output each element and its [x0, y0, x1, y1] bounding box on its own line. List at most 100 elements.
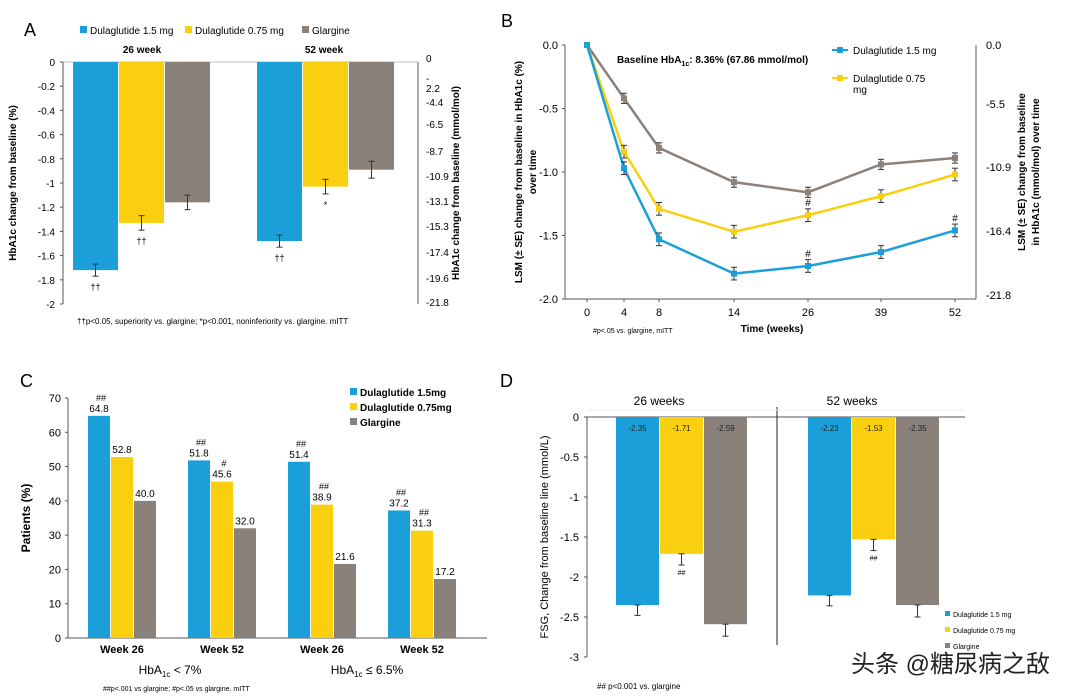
- significance-marker: ##: [396, 487, 406, 497]
- data-label: 51.4: [289, 450, 309, 461]
- legend-swatch: [350, 418, 357, 425]
- legend-label: Glargine: [953, 644, 980, 651]
- data-point: [656, 144, 662, 151]
- x-tick-label: Week 52: [400, 644, 444, 656]
- y-tick-label: -1.0: [539, 167, 558, 179]
- legend-label: mg: [853, 85, 867, 96]
- significance-marker: ##: [419, 508, 429, 518]
- y2-tick-label: -10.9: [986, 162, 1011, 174]
- legend-label: Dulaglutide 0.75: [853, 74, 926, 85]
- data-label: -2.35: [908, 424, 927, 433]
- y-tick-label: -0.8: [38, 155, 56, 166]
- group-label: 26 weeks: [634, 394, 685, 408]
- bar: [288, 461, 310, 638]
- y2-tick-label: -15.3: [426, 222, 449, 233]
- watermark-text: 头条 @糖尿病之敌: [851, 651, 1050, 678]
- legend-swatch: [302, 26, 309, 33]
- group-label: HbA1c < 7%: [139, 663, 202, 679]
- y-tick-label: 0: [55, 633, 61, 645]
- bar: [704, 417, 747, 625]
- bar: [134, 500, 156, 638]
- data-label: 45.6: [212, 470, 232, 481]
- data-point: [805, 262, 811, 269]
- y-tick-label: 0: [573, 412, 579, 424]
- bar: [188, 460, 210, 638]
- y2-tick-label: 0: [426, 54, 432, 65]
- bar: [896, 417, 939, 605]
- bar: [257, 62, 302, 242]
- panel-d-fsg-bar-chart: D 0 -0.5 -1 -1.5 -2 -2.5 -3 FSG, Change from bas…: [500, 371, 1015, 691]
- data-point: [656, 236, 662, 243]
- x-tick-label: 0: [584, 307, 590, 319]
- significance-marker: #: [805, 198, 811, 209]
- legend-swatch: [350, 388, 357, 395]
- group-label: 26 week: [123, 45, 162, 56]
- x-tick-label: 52: [949, 307, 961, 319]
- legend-label: Glargine: [360, 418, 401, 429]
- bar: [73, 62, 118, 271]
- bar: [303, 62, 348, 187]
- data-label: 51.8: [189, 448, 209, 459]
- legend-marker: [837, 75, 843, 81]
- legend-label: Glargine: [312, 26, 350, 37]
- y2-tick-label: -21.8: [426, 298, 449, 309]
- y2-tick-label: -: [426, 74, 429, 85]
- legend-swatch: [185, 26, 192, 33]
- error-bar: [322, 178, 329, 195]
- legend-label: Dulaglutide 1.5mg: [360, 388, 446, 399]
- group-label: 52 week: [305, 45, 344, 56]
- y-tick-label: -2.0: [539, 294, 558, 306]
- data-point: [805, 212, 811, 219]
- bar: [434, 579, 456, 638]
- data-label: -1.53: [864, 424, 883, 433]
- y-tick-label: 60: [49, 427, 61, 439]
- error-bar: [138, 215, 145, 231]
- data-point: [731, 179, 737, 186]
- y-axis-label: LSM (± SE) change from baseline in HbA1c…: [514, 61, 525, 283]
- legend-label: Dulaglutide 1.5 mg: [953, 612, 1011, 619]
- y-tick-label: -3: [569, 652, 579, 664]
- bar: [111, 456, 133, 638]
- error-bar: [368, 160, 375, 179]
- data-point: [621, 95, 627, 102]
- legend-swatch: [945, 627, 950, 632]
- legend-label: Dulaglutide 0.75 mg: [195, 26, 284, 37]
- footnote: ††p<0.05, superiority vs. glargine; *p<0…: [77, 317, 348, 326]
- y-tick-label: 20: [49, 564, 61, 576]
- y-tick-label: 30: [49, 530, 61, 542]
- data-label: 17.2: [435, 567, 455, 578]
- x-tick-label: Week 52: [200, 644, 244, 656]
- y-tick-label: 50: [49, 462, 61, 474]
- panel-letter: C: [20, 371, 33, 391]
- footnote: ## p<0.001 vs. glargine: [597, 682, 681, 691]
- y-tick-label: -1.5: [539, 231, 558, 243]
- y2-tick-label: 2.2: [426, 84, 440, 95]
- y-axis-label-line2: over time: [528, 149, 539, 194]
- y-tick-label: 40: [49, 496, 61, 508]
- significance-marker: #: [952, 213, 958, 224]
- error-bar: [722, 623, 729, 637]
- y2-tick-label: -10.9: [426, 172, 449, 183]
- bar: [616, 417, 659, 605]
- y-tick-label: -0.5: [560, 452, 579, 464]
- error-bar: [914, 604, 921, 618]
- significance-marker: ††: [90, 282, 100, 292]
- y-tick-label: -2: [46, 300, 55, 311]
- legend-swatch: [80, 26, 87, 33]
- error-bar: [92, 263, 99, 277]
- y-tick-label: -0.5: [539, 104, 558, 116]
- significance-marker: ††: [274, 253, 284, 263]
- y2-tick-label: -4.4: [426, 98, 444, 109]
- y-tick-label: -1.5: [560, 532, 579, 544]
- error-bar: [184, 194, 191, 211]
- y2-tick-label: 0.0: [986, 40, 1001, 52]
- legend-swatch: [945, 611, 950, 616]
- error-bar: [678, 553, 685, 566]
- panel-letter: A: [24, 20, 36, 40]
- bar: [165, 62, 210, 203]
- data-point: [952, 227, 958, 234]
- data-label: 40.0: [135, 489, 155, 500]
- data-point: [952, 155, 958, 162]
- legend-swatch: [350, 403, 357, 410]
